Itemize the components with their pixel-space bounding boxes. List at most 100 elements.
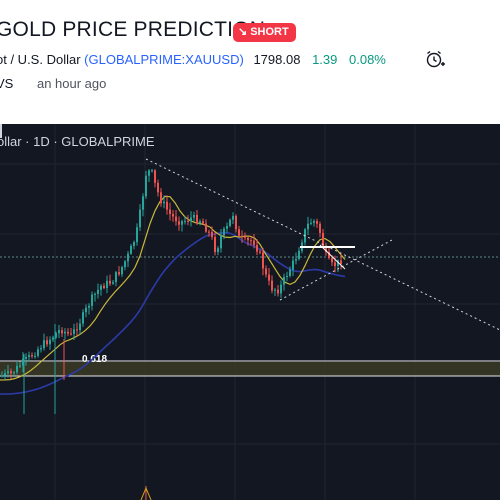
candle <box>4 369 6 380</box>
candle <box>193 211 195 222</box>
short-badge[interactable]: ↘ SHORT <box>233 23 296 42</box>
candle <box>142 193 144 217</box>
idea-header: GOLD PRICE PREDICTION ↘ SHORT ot / U.S. D… <box>0 0 500 124</box>
candle <box>91 291 93 311</box>
candle <box>109 274 111 287</box>
candle <box>130 243 132 255</box>
candle <box>31 352 33 359</box>
candle <box>10 368 12 379</box>
candle <box>157 179 159 197</box>
symbol-change: 1.39 <box>312 52 338 67</box>
text-cursor-icon <box>0 124 2 138</box>
candle <box>76 322 78 337</box>
candle <box>106 275 108 294</box>
arrow-down-right-icon: ↘ <box>238 26 248 38</box>
candle <box>133 240 135 250</box>
candle <box>94 292 96 302</box>
candle <box>163 195 165 209</box>
candle <box>256 239 258 256</box>
candle <box>268 268 270 286</box>
candle <box>100 284 102 296</box>
candle <box>187 215 189 226</box>
candle <box>241 230 243 243</box>
candle <box>259 249 261 255</box>
candle <box>79 318 81 335</box>
price-chart[interactable]: 0.618 ollar · 1D · GLOBALPRIME <box>0 124 500 500</box>
candle <box>70 328 72 336</box>
candle <box>226 222 228 233</box>
candle <box>253 233 255 249</box>
post-time: an hour ago <box>36 76 107 91</box>
candle <box>205 219 207 233</box>
candle <box>166 195 168 215</box>
candle <box>73 323 75 341</box>
trendline-upper <box>145 158 500 331</box>
symbol-ticker-link[interactable]: (GLOBALPRIME:XAUUSD) <box>84 52 244 67</box>
candle <box>46 336 48 347</box>
candle <box>43 333 45 351</box>
candle <box>274 287 276 296</box>
candle <box>262 247 264 276</box>
candle <box>307 216 309 236</box>
candle <box>52 335 54 342</box>
candle <box>283 273 285 291</box>
candle <box>178 216 180 231</box>
candle <box>13 370 15 378</box>
chart-grid <box>0 124 500 500</box>
symbol-name[interactable]: ot / U.S. Dollar <box>0 52 81 67</box>
candle <box>121 265 123 277</box>
candle <box>115 271 117 287</box>
candle <box>214 232 216 256</box>
candle <box>85 304 87 318</box>
candle <box>103 283 105 290</box>
candle <box>28 351 30 362</box>
candle <box>322 228 324 249</box>
candle <box>223 226 225 240</box>
chart-canvas[interactable]: 0.618 <box>0 124 500 500</box>
trendline-lower <box>279 239 393 301</box>
chart-legend: ollar · 1D · GLOBALPRIME <box>0 134 155 149</box>
candle <box>58 325 60 338</box>
candle <box>67 328 69 337</box>
moving-average-slow <box>0 231 346 395</box>
candle <box>136 223 138 246</box>
fib-zone <box>0 362 500 376</box>
candle <box>118 266 120 277</box>
candle <box>34 352 36 359</box>
alarm-clock-plus-icon[interactable] <box>424 48 446 70</box>
candle <box>16 360 18 375</box>
candle <box>277 285 279 297</box>
candle <box>280 280 282 298</box>
candle <box>112 280 114 285</box>
candle <box>211 226 213 240</box>
candle <box>172 210 174 222</box>
candle <box>64 328 66 340</box>
author-name[interactable]: VS <box>0 76 14 91</box>
moving-average-fast <box>0 195 346 381</box>
candle <box>202 218 204 225</box>
fib-label-0618: 0.618 <box>82 354 107 365</box>
candle <box>247 235 249 246</box>
candle <box>319 221 321 238</box>
bottom-candle <box>140 486 152 500</box>
candle <box>298 247 300 261</box>
candle <box>160 188 162 207</box>
candle <box>295 252 297 265</box>
candle <box>127 250 129 268</box>
candle <box>265 265 267 278</box>
candle <box>154 169 156 188</box>
candle <box>49 336 51 350</box>
candle <box>88 303 90 315</box>
candle <box>334 255 336 273</box>
candle <box>1 371 3 378</box>
candle <box>286 271 288 282</box>
candle <box>40 345 42 353</box>
candle <box>37 346 39 358</box>
candle <box>151 168 153 173</box>
candle <box>55 331 57 339</box>
candle <box>220 228 222 253</box>
symbol-change-percent: 0.08% <box>349 52 386 67</box>
candle <box>340 254 342 270</box>
candle <box>124 260 126 271</box>
candle <box>250 237 252 246</box>
